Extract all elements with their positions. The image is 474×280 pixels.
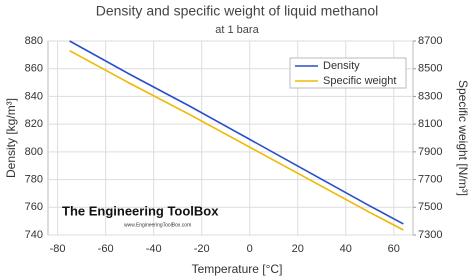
y2-axis-label: Specific weight [N/m³] xyxy=(456,80,470,196)
y2-tick-label: 7700 xyxy=(418,173,442,185)
x-tick-label: -20 xyxy=(194,243,210,255)
y-tick-label: 860 xyxy=(25,63,43,75)
y-tick-label: 800 xyxy=(25,146,43,158)
y2-tick-label: 7300 xyxy=(418,229,442,241)
y-tick-label: 780 xyxy=(25,173,43,185)
y2-tick-label: 8500 xyxy=(418,63,442,75)
y-tick-label: 740 xyxy=(25,229,43,241)
y-tick-label: 820 xyxy=(25,118,43,130)
legend-box xyxy=(289,57,407,89)
x-tick-label: 20 xyxy=(292,243,304,255)
y-tick-label: 880 xyxy=(25,35,43,47)
legend-label: Density xyxy=(323,60,360,72)
x-tick-label: 40 xyxy=(340,243,352,255)
x-axis-label: Temperature [°C] xyxy=(192,262,283,276)
y-tick-label: 840 xyxy=(25,90,43,102)
watermark: The Engineering ToolBox xyxy=(62,203,219,218)
series-line xyxy=(69,40,404,225)
y2-tick-label: 8300 xyxy=(418,90,442,102)
y2-tick-label: 8100 xyxy=(418,118,442,130)
x-tick-label: 60 xyxy=(388,243,400,255)
chart-subtitle: at 1 bara xyxy=(215,24,259,36)
y-axis-label: Density [kg/m³] xyxy=(4,98,18,178)
y2-tick-label: 7900 xyxy=(418,146,442,158)
y2-tick-label: 8700 xyxy=(418,35,442,47)
y2-tick-label: 7500 xyxy=(418,201,442,213)
x-tick-label: 0 xyxy=(247,243,253,255)
legend-label: Specific weight xyxy=(323,75,396,87)
x-tick-label: -40 xyxy=(146,243,162,255)
watermark-url: www.EngineeringToolBox.com xyxy=(124,222,191,228)
y-tick-label: 760 xyxy=(25,201,43,213)
series-line xyxy=(69,49,404,231)
chart-title: Density and specific weight of liquid me… xyxy=(96,3,379,19)
x-tick-label: -60 xyxy=(98,243,114,255)
x-tick-label: -80 xyxy=(50,243,66,255)
